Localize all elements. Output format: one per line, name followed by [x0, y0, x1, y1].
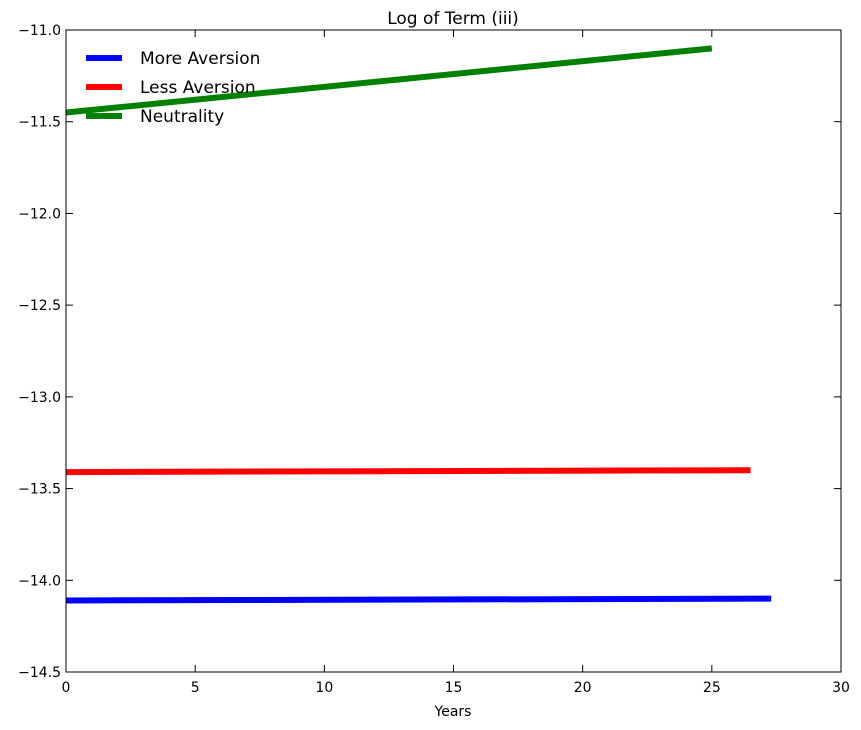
y-tick-label: −13.0	[18, 390, 61, 406]
legend-label-1: Less Aversion	[140, 78, 256, 98]
y-tick-label: −11.5	[18, 115, 61, 131]
y-tick-label: −14.5	[18, 665, 61, 681]
y-tick-label: −12.5	[18, 298, 61, 314]
x-tick-label: 10	[315, 680, 333, 696]
x-axis-label: Years	[434, 704, 472, 720]
x-tick-label: 20	[574, 680, 592, 696]
y-tick-label: −12.0	[18, 206, 61, 222]
series-line-2	[65, 45, 713, 116]
chart-title: Log of Term (iii)	[387, 9, 519, 29]
y-tick-label: −13.5	[18, 482, 61, 498]
series-line-1	[65, 467, 751, 476]
y-tick-label: −11.0	[18, 23, 61, 39]
legend: More Aversion Less Aversion Neutrality	[86, 49, 260, 127]
legend-label-0: More Aversion	[140, 49, 260, 69]
series-layer	[65, 45, 772, 604]
x-tick-label: 5	[191, 680, 200, 696]
tick-layer: 0 5 10 15 20 25 30 −11.0 −11.5 −12.0 −12.5 −13.0 −13…	[18, 23, 850, 696]
legend-label-2: Neutrality	[140, 107, 224, 127]
x-tick-label: 0	[62, 680, 71, 696]
series-line-0	[65, 595, 772, 604]
plot-background	[66, 30, 841, 672]
y-tick-label: −14.0	[18, 573, 61, 589]
x-tick-label: 25	[703, 680, 721, 696]
x-tick-label: 15	[445, 680, 463, 696]
x-tick-label: 30	[832, 680, 850, 696]
